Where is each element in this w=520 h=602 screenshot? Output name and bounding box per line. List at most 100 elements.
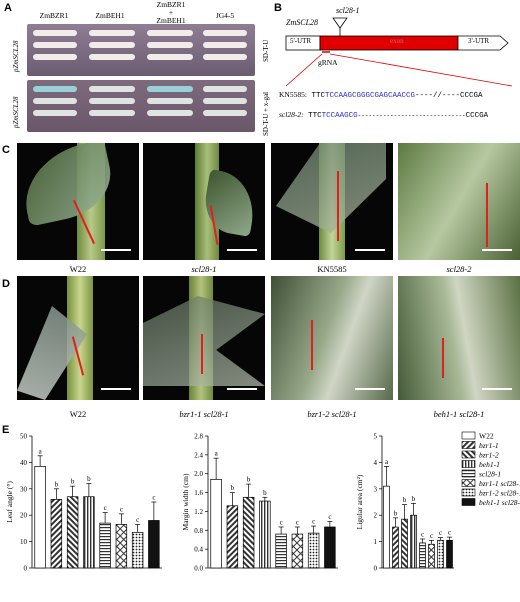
bar-scl28-1 — [99, 522, 111, 569]
photo-caption: KN5585 — [317, 264, 347, 274]
bar-bzr1-2-scl28-1 — [131, 532, 144, 569]
legend-swatch — [461, 450, 476, 459]
y-tick-label: 1.2 — [194, 508, 203, 516]
y-tick-label: 0.0 — [194, 565, 203, 573]
legend-swatch — [461, 431, 476, 440]
significance-letter: c — [312, 518, 315, 526]
insertion-triangle — [332, 17, 348, 29]
legend-swatch — [461, 498, 476, 506]
panel-letter-e: E — [2, 424, 10, 436]
bar-bzr1-2-scl28-1 — [307, 532, 320, 569]
significance-letter: a — [385, 458, 389, 466]
significance-letter: b — [231, 484, 235, 492]
significance-letter: c — [430, 532, 433, 540]
y-tick-label: 30 — [20, 485, 28, 493]
legend-entry: W22 — [479, 432, 494, 441]
plant-photo-kn5585 — [271, 143, 393, 260]
significance-letter: b — [412, 495, 416, 503]
bar-bzr1-1 — [226, 505, 239, 569]
bar-scl28-1 — [275, 533, 287, 569]
strain-label: JG4-5 — [215, 11, 235, 20]
bar-beh1-1 — [259, 500, 271, 569]
significance-letter: b — [394, 509, 398, 517]
y-tick-label: 10 — [20, 538, 28, 546]
bar-bzr1-1-scl28-1 — [428, 543, 435, 569]
sequence-row-wt: KN5585: TTCTCCAAGCGGGCGAGCAACCG----//---… — [279, 90, 483, 100]
y-tick-label: 0.4 — [194, 546, 203, 554]
y-tick-label: 40 — [20, 459, 28, 467]
significance-letter: c — [296, 518, 299, 526]
bar-beh1-1 — [410, 514, 417, 569]
significance-letter: b — [263, 489, 267, 497]
bar-bzr1-2 — [401, 518, 408, 569]
significance-letter: c — [328, 513, 331, 521]
y-axis-label: Leaf angle (°) — [5, 481, 14, 523]
y-tick-label: 5 — [374, 433, 378, 441]
legend-swatch — [461, 469, 476, 478]
bar-bzr1-2 — [66, 496, 79, 569]
legend-entry: bzr1-2 — [479, 451, 499, 460]
y-tick-label: 0 — [24, 565, 28, 573]
legend-swatch — [461, 479, 476, 487]
y-tick-label: 2.4 — [194, 451, 203, 459]
legend-entry: beh1-1 — [479, 460, 500, 469]
legend-entry: bzr1-1 — [479, 441, 499, 450]
significance-letter: b — [71, 478, 75, 486]
strain-label: ZmBZR1 — [39, 11, 69, 20]
bar-bzr1-1-scl28-1 — [291, 533, 304, 569]
significance-letter: c — [448, 529, 451, 537]
plant-photo-beh1-1-scl28-1 — [398, 276, 520, 400]
grna-label: gRNA — [318, 58, 338, 67]
row-label-promoter: pZmSCL28 — [12, 96, 20, 128]
plant-photo-bzr1-2-scl28-1 — [271, 276, 393, 400]
utr3-box — [457, 35, 509, 51]
plant-photo-w22-d — [17, 276, 139, 400]
sequence-row-mutant: scl28-2: TTCTCCAAGCG--------------------… — [279, 110, 489, 120]
bar-bzr1-2-scl28-1 — [437, 539, 444, 569]
legend-entry: bzr1-1 scl28-1 — [479, 479, 520, 488]
legend-entry: beh1-1 scl28-1 — [479, 498, 520, 507]
significance-letter: c — [421, 530, 424, 538]
bar-beh1-1-scl28-1 — [324, 526, 336, 569]
bar-beh1-1-scl28-1 — [446, 539, 453, 569]
plant-photo-scl28-1 — [143, 143, 265, 260]
photo-caption: bzr1-2 scl28-1 — [307, 409, 357, 419]
bar-bzr1-1-scl28-1 — [115, 524, 128, 569]
bar-W22 — [383, 485, 390, 569]
panel-letter-a: A — [4, 2, 12, 14]
y-tick-label: 3 — [374, 485, 378, 493]
bar-beh1-1-scl28-1 — [148, 520, 160, 569]
plant-photo-w22 — [17, 143, 139, 260]
y-tick-label: 2.8 — [194, 433, 203, 441]
plant-photo-scl28-2 — [398, 143, 520, 260]
significance-letter: c — [120, 505, 123, 513]
plant-photo-bzr1-1-scl28-1 — [143, 276, 265, 400]
row-label-condition: SD-T-U + x-gal — [262, 91, 270, 136]
photo-caption: bzr1-1 scl28-1 — [179, 409, 229, 419]
yeast-plate-sd-t-u — [27, 24, 255, 76]
significance-letter: c — [136, 516, 139, 524]
legend-entry: bzr1-2 scl28-1 — [479, 489, 520, 498]
y-tick-label: 2 — [374, 512, 378, 520]
photo-caption: scl28-2 — [446, 264, 472, 274]
significance-letter: a — [39, 447, 43, 455]
exon-box — [319, 35, 459, 51]
photo-caption: scl28-1 — [191, 264, 217, 274]
strain-label: ZmBZR1 + ZmBEH1 — [156, 0, 186, 25]
significance-letter: b — [87, 475, 91, 483]
row-label-condition: SD-T-U — [262, 39, 270, 62]
significance-letter: a — [215, 450, 219, 458]
y-tick-label: 50 — [20, 433, 28, 441]
panel-letter-c: C — [2, 144, 10, 156]
legend-entry: scl28-1 — [479, 470, 501, 479]
photo-caption: W22 — [69, 409, 87, 419]
strain-label: ZmBEH1 — [95, 11, 125, 20]
yeast-plate-xgal — [27, 80, 255, 132]
significance-letter: c — [439, 529, 442, 537]
y-tick-label: 1 — [374, 538, 378, 546]
panel-letter-d: D — [2, 278, 10, 290]
y-tick-label: 2.0 — [194, 470, 203, 478]
utr5-label: 5'-UTR — [290, 37, 312, 45]
